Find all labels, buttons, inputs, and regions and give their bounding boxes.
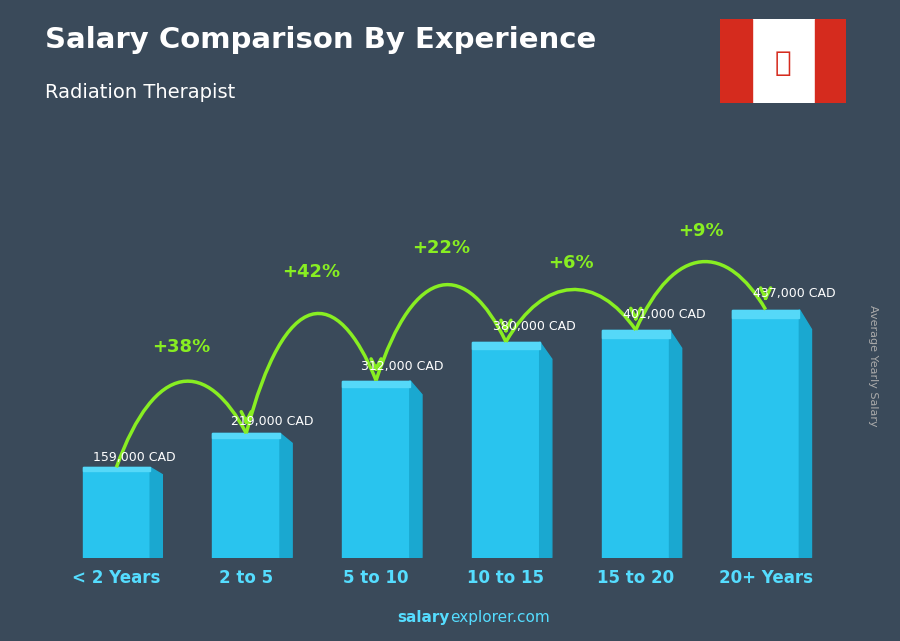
Text: 401,000 CAD: 401,000 CAD [623, 308, 706, 321]
Bar [602, 330, 670, 558]
Bar [342, 381, 410, 387]
Bar [83, 467, 150, 558]
Polygon shape [670, 330, 681, 558]
Polygon shape [150, 467, 162, 558]
Bar [472, 342, 540, 349]
Text: explorer.com: explorer.com [450, 610, 550, 625]
Text: +6%: +6% [548, 254, 594, 272]
Text: 437,000 CAD: 437,000 CAD [752, 287, 835, 299]
Bar [342, 381, 410, 558]
Text: Average Yearly Salary: Average Yearly Salary [868, 304, 878, 426]
Bar [83, 467, 150, 470]
Polygon shape [540, 342, 552, 558]
Bar [602, 330, 670, 338]
Bar [212, 433, 280, 438]
Text: +9%: +9% [678, 222, 724, 240]
Text: Salary Comparison By Experience: Salary Comparison By Experience [45, 26, 596, 54]
Bar [814, 19, 846, 103]
Bar [472, 342, 540, 558]
Text: 219,000 CAD: 219,000 CAD [230, 415, 313, 428]
Bar [720, 19, 751, 103]
Text: 🍁: 🍁 [775, 49, 791, 77]
Text: salary: salary [398, 610, 450, 625]
Bar [732, 310, 799, 558]
Bar [732, 310, 799, 318]
Polygon shape [410, 381, 422, 558]
Polygon shape [799, 310, 812, 558]
Polygon shape [280, 433, 292, 558]
Text: 312,000 CAD: 312,000 CAD [361, 360, 443, 374]
Bar [212, 433, 280, 558]
Text: +22%: +22% [412, 239, 470, 257]
Text: +38%: +38% [152, 338, 211, 356]
Text: Radiation Therapist: Radiation Therapist [45, 83, 235, 103]
Text: 380,000 CAD: 380,000 CAD [493, 320, 576, 333]
Text: 159,000 CAD: 159,000 CAD [93, 451, 176, 464]
Text: +42%: +42% [282, 263, 340, 281]
